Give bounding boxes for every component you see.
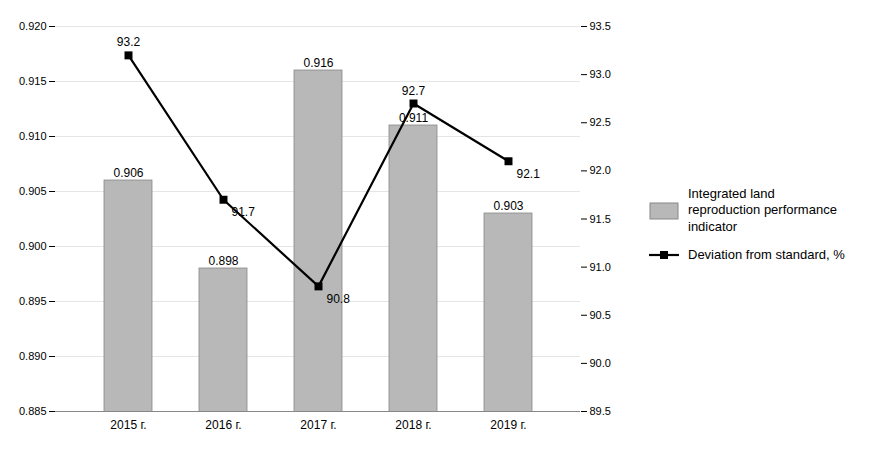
svg-text:0.906: 0.906 <box>113 165 143 179</box>
html-text:Deviation from standard, %: Deviation from standard, % <box>688 246 845 262</box>
svg-text:0.895: 0.895 <box>19 295 47 307</box>
svg-text:90.8: 90.8 <box>327 291 351 305</box>
svg-text:92.5: 92.5 <box>590 116 611 128</box>
svg-text:89.5: 89.5 <box>590 405 611 417</box>
svg-text:0.885: 0.885 <box>19 405 47 417</box>
svg-text:0.915: 0.915 <box>19 75 47 87</box>
svg-text:90.5: 90.5 <box>590 308 611 320</box>
svg-text:92.7: 92.7 <box>402 83 426 97</box>
svg-text:93.2: 93.2 <box>117 35 141 49</box>
svg-text:90.0: 90.0 <box>590 356 611 368</box>
svg-text:93.5: 93.5 <box>590 20 611 32</box>
svg-text:0.920: 0.920 <box>19 20 47 32</box>
svg-text:91.0: 91.0 <box>590 260 611 272</box>
svg-text:0.903: 0.903 <box>493 198 523 212</box>
svg-text:0.916: 0.916 <box>303 55 333 69</box>
html-text:Integrated land reproduction p: Integrated land reproduction performance… <box>688 186 837 234</box>
svg-text:2015 г.: 2015 г. <box>110 418 146 432</box>
svg-text:92.0: 92.0 <box>590 164 611 176</box>
svg-text:0.911: 0.911 <box>398 110 429 124</box>
svg-text:0.890: 0.890 <box>19 350 47 362</box>
svg-text:2018 г.: 2018 г. <box>395 418 431 432</box>
svg-text:93.0: 93.0 <box>590 68 611 80</box>
svg-text:0.910: 0.910 <box>19 130 47 142</box>
svg-text:0.898: 0.898 <box>208 253 238 267</box>
svg-text:0.900: 0.900 <box>19 240 47 252</box>
svg-text:2016 г.: 2016 г. <box>205 418 241 432</box>
svg-text:92.1: 92.1 <box>517 166 541 180</box>
svg-text:2019 г.: 2019 г. <box>490 418 526 432</box>
svg-text:91.5: 91.5 <box>590 212 611 224</box>
svg-text:2017 г.: 2017 г. <box>300 418 336 432</box>
svg-text:0.905: 0.905 <box>19 185 47 197</box>
svg-text:91.7: 91.7 <box>232 205 256 219</box>
